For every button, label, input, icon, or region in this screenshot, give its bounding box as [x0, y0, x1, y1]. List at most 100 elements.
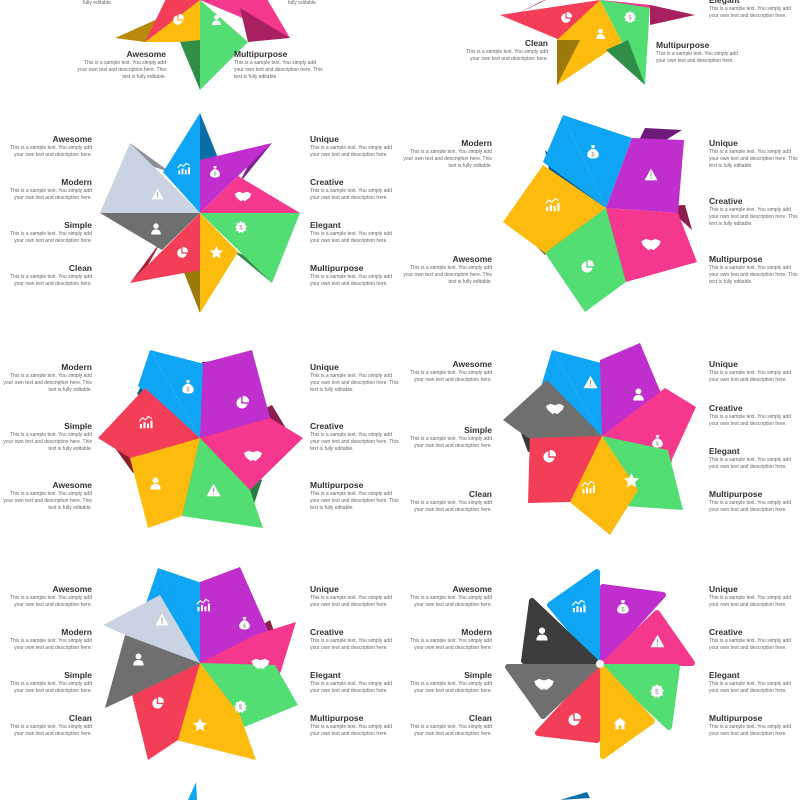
label-multipurpose: Multipurpose This is a sample text. You … [656, 40, 748, 65]
money-bag-icon [181, 379, 195, 394]
warning-icon [644, 168, 658, 181]
pie-chart-icon [151, 697, 164, 710]
label-description: This is a sample text. You simply add yo… [3, 432, 92, 452]
warning-icon [650, 634, 665, 648]
star-diagram [115, 0, 290, 90]
warning-icon [151, 188, 164, 200]
label-description: This is a sample text. You simply add yo… [3, 373, 92, 393]
label-title: Simple [464, 670, 492, 680]
label-title: Elegant [709, 446, 740, 456]
label-description: This is a sample text. You simply add yo… [10, 145, 92, 158]
label-description: This is a sample text. You simply add yo… [10, 638, 92, 651]
label-title: Simple [64, 220, 92, 230]
slide-4-five-petal: Modern This is a sample text. You simply… [400, 110, 800, 320]
label-description: This is a sample text. You simply add yo… [709, 595, 791, 608]
label-unique: Unique This is a sample text. You simply… [709, 138, 800, 170]
label-title: Multipurpose [234, 49, 288, 59]
label-title: Multipurpose [310, 713, 364, 723]
label-description: This is a sample text. You simply add yo… [310, 595, 392, 608]
handshake-icon [243, 450, 263, 462]
label-title: Clean [468, 489, 492, 499]
label-title: Modern [61, 177, 92, 187]
label-creative: Creative This is a sample text. You simp… [709, 196, 800, 228]
label-creative: Creative This is a sample text. You simp… [709, 627, 800, 652]
label-description: This is a sample text. You simply add yo… [10, 188, 92, 201]
label-description: This is a sample text. You simply add yo… [709, 457, 791, 470]
label-title: Modern [461, 627, 492, 637]
slide-8-eight-triangle: Awesome This is a sample text. You simpl… [400, 550, 800, 760]
label-title: Elegant [310, 220, 341, 230]
label-description: This is a sample text. You simply add yo… [310, 491, 399, 511]
label-title: Awesome [452, 584, 492, 594]
label-description: This is a sample text. You simply add yo… [466, 49, 548, 62]
label-description: This is a sample text. You simply add yo… [410, 595, 492, 608]
label-title: Awesome [452, 254, 492, 264]
user-icon [211, 14, 222, 25]
label-clean: Clean This is a sample text. You simply … [456, 38, 548, 63]
label-description: This is a sample text. You simply add yo… [310, 188, 392, 201]
label-unique: Unique This is a sample text. You simply… [310, 362, 402, 394]
label-title: Clean [68, 263, 92, 273]
line-chart-icon [581, 480, 595, 494]
star-icon [210, 246, 223, 259]
pie-chart-icon [172, 14, 184, 26]
pinwheel-diagram [103, 567, 298, 760]
slide-6-seven-petal: Awesome This is a sample text. You simpl… [400, 330, 800, 540]
label-title: Creative [310, 177, 344, 187]
label-unique: Unique This is a sample text. You simply… [709, 359, 800, 384]
label-title: Creative [709, 403, 743, 413]
label-description: This is a sample text. You simply add yo… [709, 207, 798, 227]
next-row-partial [188, 782, 590, 800]
user-icon [150, 222, 162, 235]
label-elegant: Elegant This is a sample text. You simpl… [709, 670, 800, 695]
fragment-text: fully editable. [288, 0, 318, 6]
pie-chart-icon [560, 12, 572, 24]
label-description: This is a sample text. You simply add yo… [403, 149, 492, 169]
label-clean: Clean This is a sample text. You simply … [400, 489, 492, 514]
label-title: Unique [310, 134, 339, 144]
dollar-gear-icon [624, 11, 636, 23]
label-title: Unique [310, 362, 339, 372]
label-title: Elegant [310, 670, 341, 680]
label-description: This is a sample text. You simply add yo… [310, 724, 392, 737]
label-description: This is a sample text. You simply add yo… [709, 638, 791, 651]
triangle-wheel-diagram [505, 569, 695, 759]
label-title: Awesome [52, 584, 92, 594]
label-description: This is a sample text. You simply add yo… [234, 60, 323, 80]
handshake-icon [533, 678, 555, 691]
label-description: This is a sample text. You simply add yo… [656, 51, 738, 64]
handshake-icon [251, 658, 270, 670]
label-modern: Modern This is a sample text. You simply… [0, 362, 92, 394]
label-title: Awesome [126, 49, 166, 59]
label-modern: Modern This is a sample text. You simply… [0, 627, 92, 652]
label-description: This is a sample text. You simply add yo… [10, 681, 92, 694]
label-modern: Modern This is a sample text. You simply… [400, 138, 492, 170]
money-bag-icon [586, 144, 600, 159]
label-awesome: Awesome This is a sample text. You simpl… [400, 254, 492, 286]
label-awesome: Awesome This is a sample text. You simpl… [0, 480, 92, 512]
label-title: Multipurpose [709, 254, 763, 264]
label-description: This is a sample text. You simply add yo… [10, 274, 92, 287]
label-description: This is a sample text. You simply add yo… [3, 491, 92, 511]
label-awesome: Awesome This is a sample text. You simpl… [0, 584, 92, 609]
label-description: This is a sample text. You simply add yo… [310, 231, 392, 244]
label-title: Unique [709, 138, 738, 148]
user-icon [132, 652, 145, 666]
label-title: Elegant [709, 0, 740, 5]
label-title: Unique [709, 359, 738, 369]
warning-icon [206, 483, 221, 497]
label-description: This is a sample text. You simply add yo… [709, 6, 791, 19]
label-description: This is a sample text. You simply add yo… [310, 432, 399, 452]
money-bag-icon [616, 599, 630, 614]
slide-3-eight-point-star: Awesome This is a sample text. You simpl… [0, 110, 400, 320]
line-chart-icon [544, 197, 560, 212]
label-title: Creative [310, 627, 344, 637]
label-title: Multipurpose [709, 489, 763, 499]
label-awesome: Awesome This is a sample text. You simpl… [400, 584, 492, 609]
label-title: Creative [310, 421, 344, 431]
money-bag-icon [651, 434, 664, 448]
label-title: Clean [524, 38, 548, 48]
label-simple: Simple This is a sample text. You simply… [400, 670, 492, 695]
line-chart-icon [196, 598, 210, 612]
label-title: Simple [464, 425, 492, 435]
